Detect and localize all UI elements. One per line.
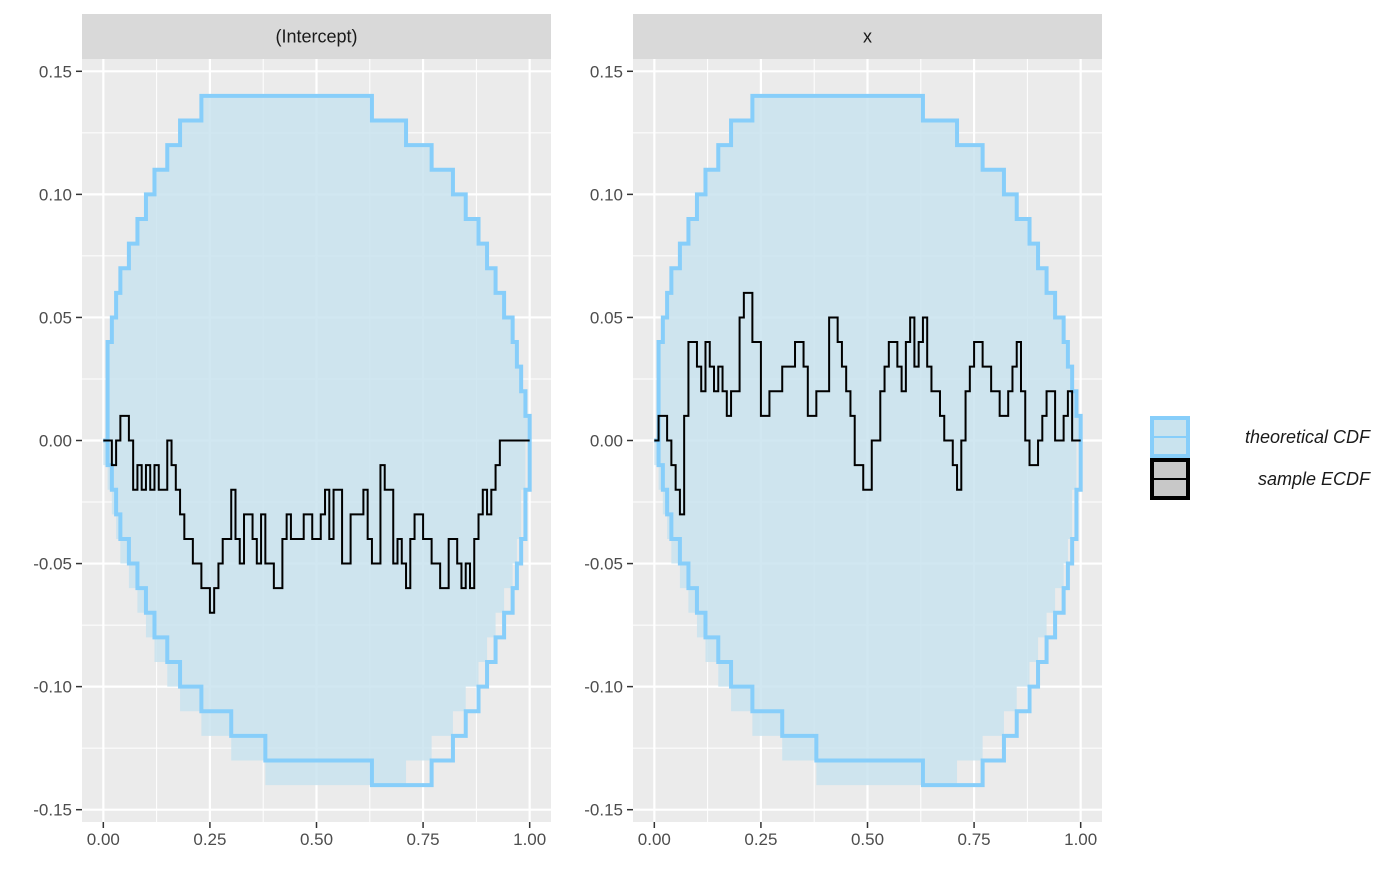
x-tick-label: 0.50: [851, 830, 884, 849]
y-tick-label: 0.10: [39, 185, 72, 204]
y-tick-label: -0.15: [584, 801, 623, 820]
x-tick-label: 1.00: [513, 830, 546, 849]
y-tick-label: 0.15: [590, 62, 623, 81]
theoretical-cdf-upper-line: [103, 93, 532, 443]
y-tick-label: 0.00: [590, 432, 623, 451]
y-tick-label: 0.10: [590, 185, 623, 204]
facet-panel: x -0.15 -0.10 -0.05 0.00 0.05 0.10 0.15 0.00 0.25…: [584, 14, 1102, 849]
legend-label: sample ECDF: [1258, 469, 1371, 489]
y-tick-label: 0.00: [39, 432, 72, 451]
x-tick-label: 0.00: [87, 830, 120, 849]
x-tick-label: 0.50: [300, 830, 333, 849]
facet-strip: [633, 14, 1102, 59]
x-tick-label: 0.00: [638, 830, 671, 849]
legend-label: theoretical CDF: [1245, 427, 1371, 447]
y-tick-label: -0.05: [584, 555, 623, 574]
x-tick-label: 0.25: [744, 830, 777, 849]
x-tick-label: 1.00: [1064, 830, 1097, 849]
facet-strip-label: x: [863, 27, 872, 47]
x-tick-label: 0.75: [958, 830, 991, 849]
theoretical-cdf-band: [654, 95, 1081, 786]
facet-strip-label: (Intercept): [275, 27, 357, 47]
y-tick-label: -0.05: [33, 555, 72, 574]
sample-ecdf-line: [103, 414, 530, 614]
y-tick-label: 0.15: [39, 62, 72, 81]
y-tick-label: -0.10: [33, 678, 72, 697]
sample-ecdf-line: [654, 291, 1081, 516]
theoretical-cdf-lower-line: [654, 438, 1083, 788]
y-tick-label: 0.05: [590, 308, 623, 327]
y-tick-label: 0.05: [39, 308, 72, 327]
legend: theoretical CDF sample ECDF: [1150, 416, 1371, 500]
x-tick-label: 0.75: [407, 830, 440, 849]
theoretical-cdf-lower-line: [103, 438, 532, 788]
facet-strip: [82, 14, 551, 59]
facet-panel: (Intercept) -0.15 -0.10 -0.05 0.00 0.05 0.10 0.…: [33, 14, 551, 849]
y-tick-label: -0.10: [584, 678, 623, 697]
x-tick-label: 0.25: [193, 830, 226, 849]
theoretical-cdf-upper-line: [654, 93, 1083, 443]
y-tick-label: -0.15: [33, 801, 72, 820]
